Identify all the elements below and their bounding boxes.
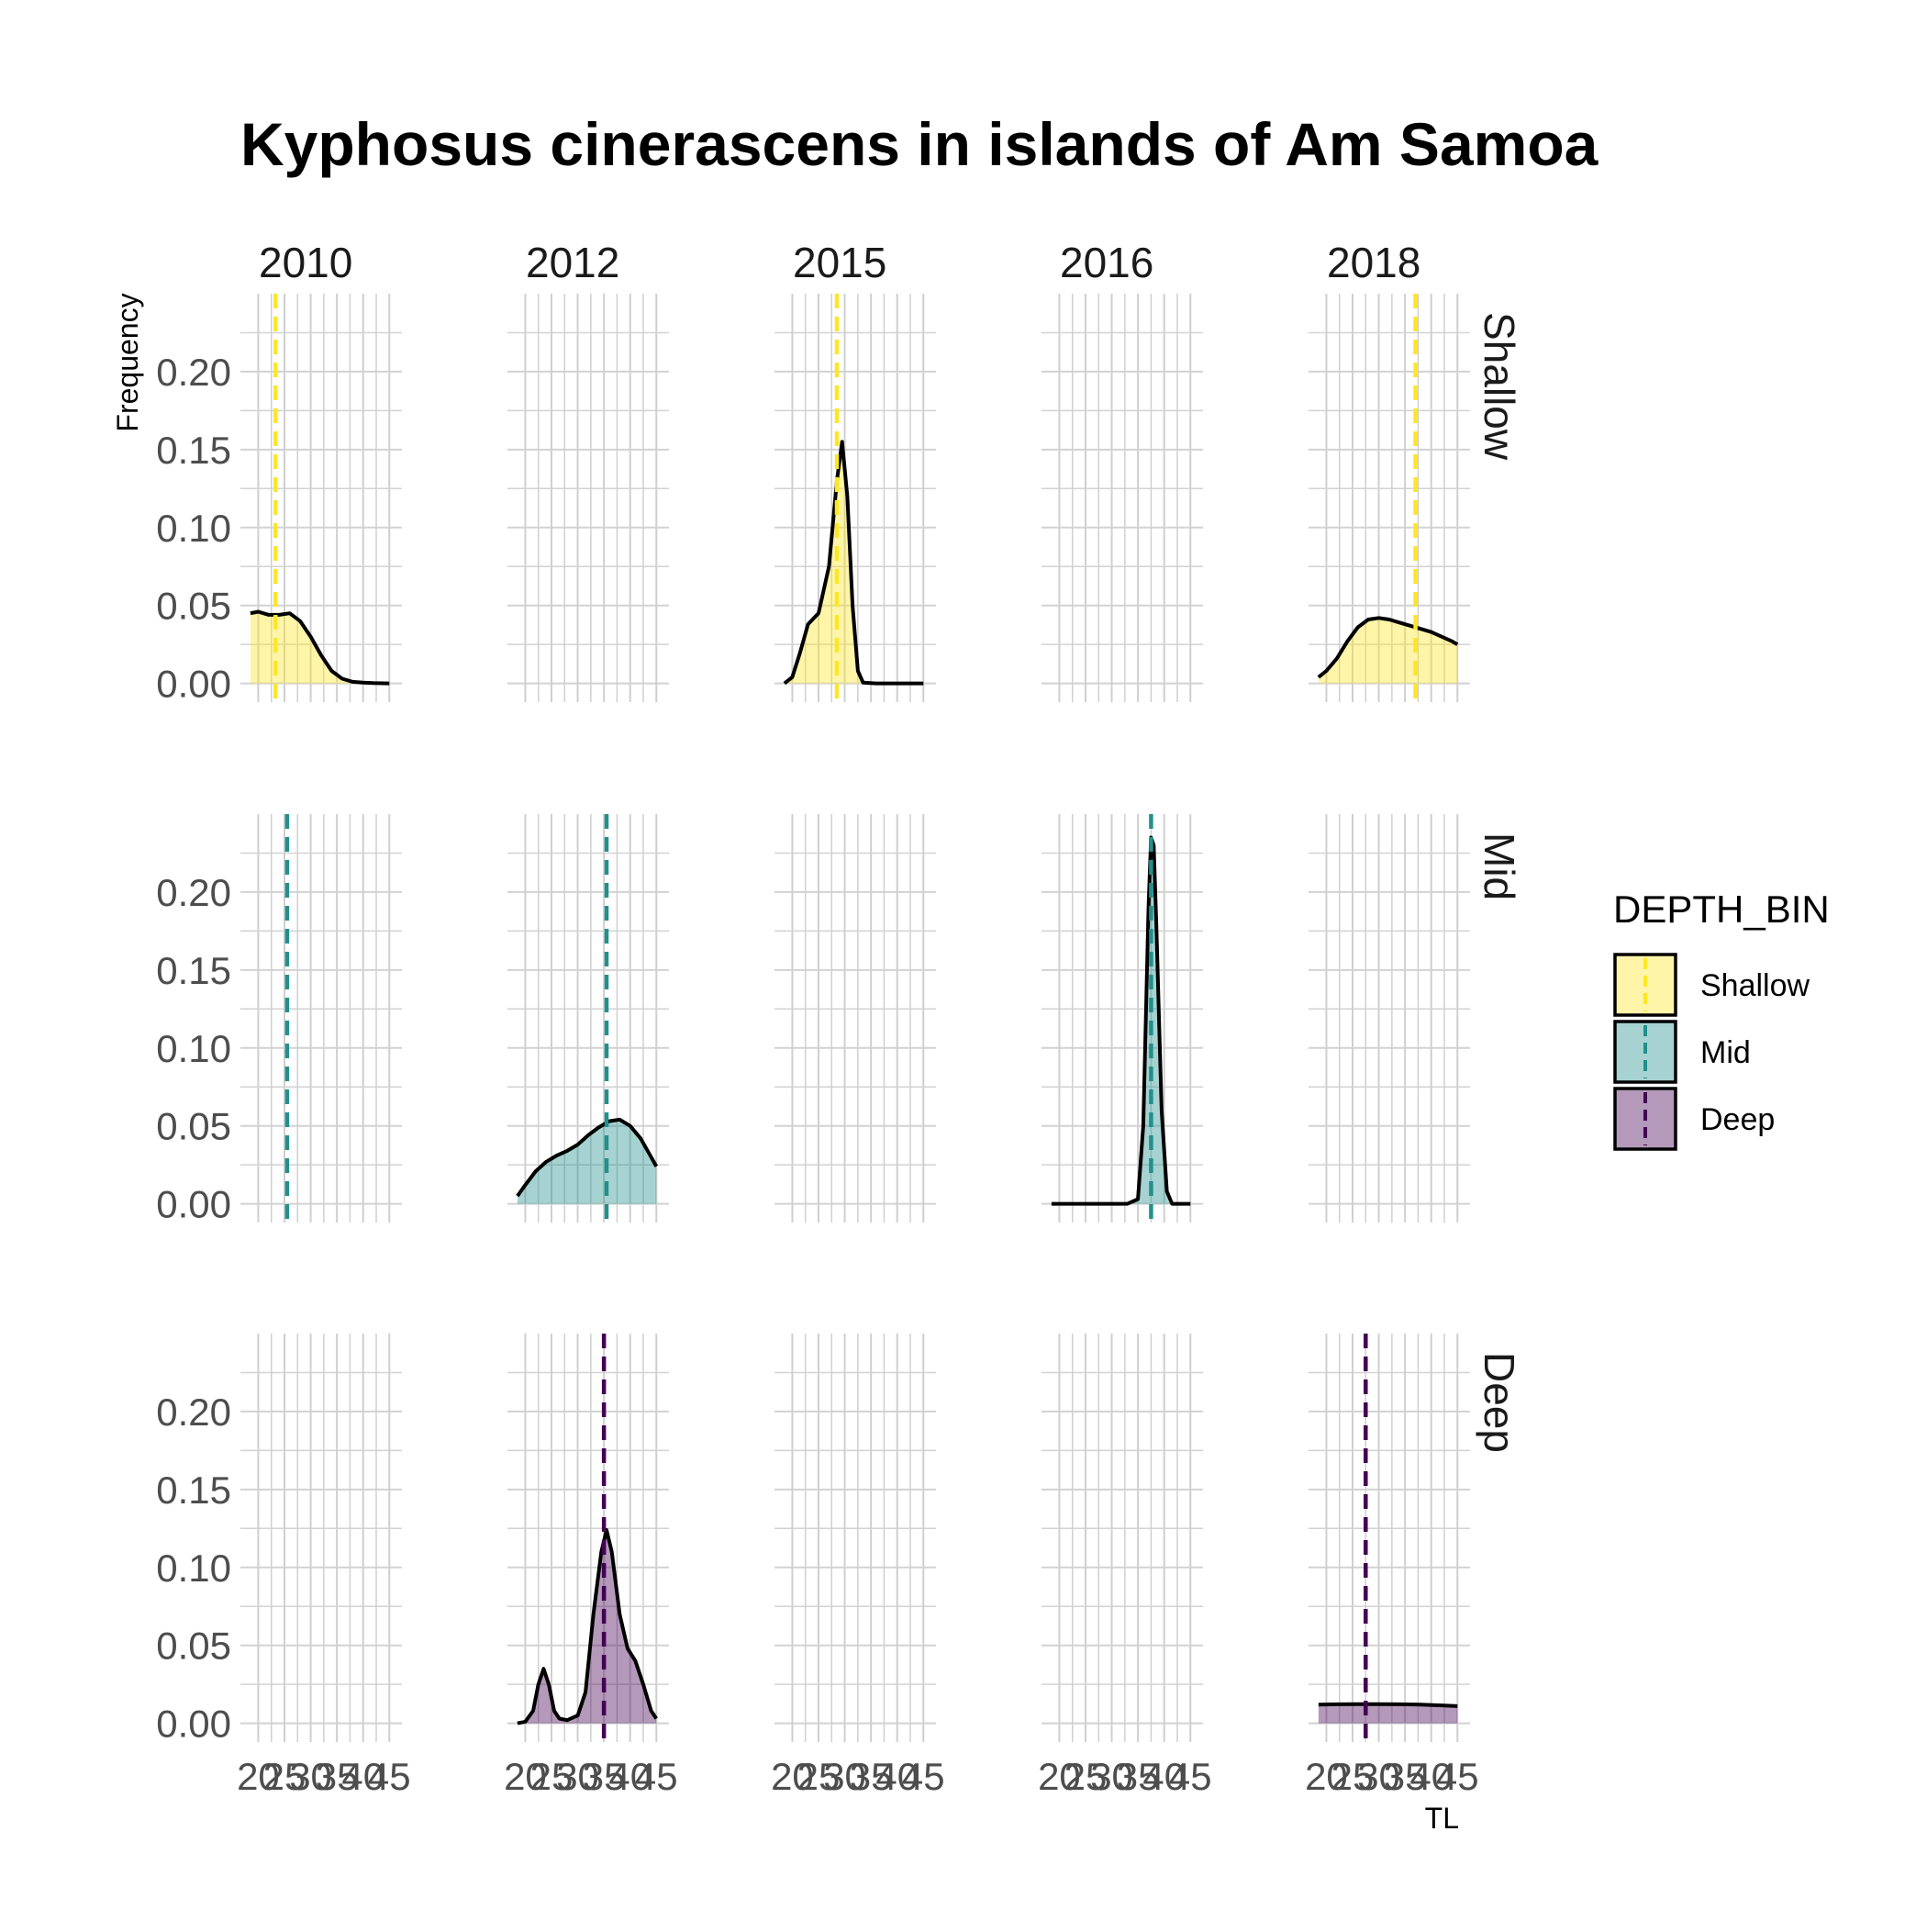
density-line <box>1317 616 1459 679</box>
legend-entry-deep: Deep <box>1613 1087 1775 1151</box>
legend-entry-mid: Mid <box>1613 1020 1751 1084</box>
panel-deep-2010 <box>240 1334 402 1742</box>
x-tick-label: 40 <box>341 1755 384 1798</box>
y-tick-label: 0.15 <box>156 949 231 992</box>
density-area <box>784 441 924 684</box>
y-tick-label: 0.00 <box>156 663 231 706</box>
legend-label: Deep <box>1700 1102 1775 1137</box>
x-tick-label: 20 <box>504 1755 547 1798</box>
panel-mid-2016 <box>1041 814 1203 1223</box>
x-tick-label: 25 <box>530 1755 574 1798</box>
panels-group: 2010 2012 2015 2016 2018 Shallow Mid Deep 0.00 0.… <box>156 239 1523 1798</box>
y-tick-label: 0.00 <box>156 1703 231 1746</box>
panel-mid-2012 <box>507 814 669 1223</box>
y-tick-label: 0.20 <box>156 871 231 914</box>
density-area <box>1318 1703 1458 1724</box>
density-line <box>517 1528 658 1725</box>
x-tick-label: 40 <box>1409 1755 1453 1798</box>
legend-label: Shallow <box>1700 968 1810 1003</box>
y-tick-label: 0.15 <box>156 1469 231 1512</box>
legend-entry-shallow: Shallow <box>1613 953 1810 1017</box>
density-line <box>1318 1702 1458 1708</box>
column-strip-label: 2015 <box>793 239 886 286</box>
x-tick-label: 30 <box>823 1755 866 1798</box>
x-tick-label: 35 <box>583 1755 626 1798</box>
y-tick-label: 0.00 <box>156 1183 231 1226</box>
column-strip-label: 2010 <box>259 239 352 286</box>
x-tick-label: 45 <box>902 1755 945 1798</box>
y-tick-label: 0.05 <box>156 585 231 628</box>
panel-mid-2015 <box>774 814 936 1223</box>
legend: DEPTH_BIN Shallow Mid Deep <box>1613 888 1830 1151</box>
x-tick-label: 20 <box>237 1755 280 1798</box>
x-tick-label: 20 <box>1038 1755 1081 1798</box>
x-tick-label: 20 <box>771 1755 814 1798</box>
density-area <box>517 1530 657 1724</box>
x-tick-label: 25 <box>263 1755 306 1798</box>
row-strip-label: Shallow <box>1476 312 1523 461</box>
y-tick-label: 0.20 <box>156 1390 231 1434</box>
panel-deep-2016 <box>1041 1334 1203 1742</box>
panel-mid-2010 <box>240 814 402 1223</box>
column-strip-label: 2012 <box>526 239 619 286</box>
panel-shallow-2010 <box>240 294 402 702</box>
panel-shallow-2015 <box>774 294 936 702</box>
density-line <box>250 609 390 686</box>
density-area <box>517 1119 657 1204</box>
panel-shallow-2018 <box>1309 294 1470 702</box>
x-tick-label: 30 <box>1090 1755 1133 1798</box>
x-tick-label: 45 <box>635 1755 678 1798</box>
panel-deep-2018 <box>1309 1334 1470 1742</box>
y-tick-label: 0.10 <box>156 1547 231 1590</box>
panel-deep-2012 <box>507 1334 669 1742</box>
x-tick-label: 45 <box>1169 1755 1212 1798</box>
y-axis-label: Frequency <box>111 293 144 431</box>
panel-shallow-2012 <box>507 294 669 702</box>
y-tick-label: 0.10 <box>156 1027 231 1070</box>
x-tick-label: 45 <box>1436 1755 1479 1798</box>
x-axis-label: TL <box>1425 1802 1459 1835</box>
density-line <box>516 1117 659 1198</box>
x-tick-label: 25 <box>1064 1755 1108 1798</box>
x-tick-label: 35 <box>316 1755 359 1798</box>
x-tick-label: 35 <box>850 1755 893 1798</box>
column-strip-label: 2016 <box>1060 239 1153 286</box>
legend-label: Mid <box>1700 1035 1751 1070</box>
y-tick-label: 0.05 <box>156 1625 231 1668</box>
x-tick-label: 40 <box>875 1755 919 1798</box>
density-area <box>250 611 390 684</box>
x-tick-label: 20 <box>1305 1755 1348 1798</box>
x-tick-label: 30 <box>556 1755 599 1798</box>
x-tick-label: 30 <box>1357 1755 1400 1798</box>
panel-mid-2018 <box>1309 814 1470 1223</box>
panel-shallow-2016 <box>1041 294 1203 702</box>
row-strip-label: Mid <box>1476 832 1523 900</box>
x-tick-label: 25 <box>797 1755 841 1798</box>
x-tick-label: 35 <box>1117 1755 1160 1798</box>
x-tick-label: 30 <box>289 1755 332 1798</box>
y-tick-label: 0.10 <box>156 507 231 550</box>
row-strip-label: Deep <box>1476 1352 1523 1453</box>
density-line <box>783 440 924 686</box>
y-tick-label: 0.20 <box>156 351 231 394</box>
column-strip-label: 2018 <box>1327 239 1420 286</box>
x-tick-label: 35 <box>1384 1755 1427 1798</box>
x-tick-label: 25 <box>1331 1755 1375 1798</box>
y-tick-label: 0.15 <box>156 429 231 472</box>
x-tick-label: 40 <box>608 1755 652 1798</box>
legend-title: DEPTH_BIN <box>1613 888 1830 931</box>
x-tick-label: 40 <box>1142 1755 1186 1798</box>
x-tick-label: 45 <box>368 1755 411 1798</box>
chart-title: Kyphosus cinerascens in islands of Am Sa… <box>240 110 1599 178</box>
panel-deep-2015 <box>774 1334 936 1742</box>
y-tick-label: 0.05 <box>156 1105 231 1148</box>
